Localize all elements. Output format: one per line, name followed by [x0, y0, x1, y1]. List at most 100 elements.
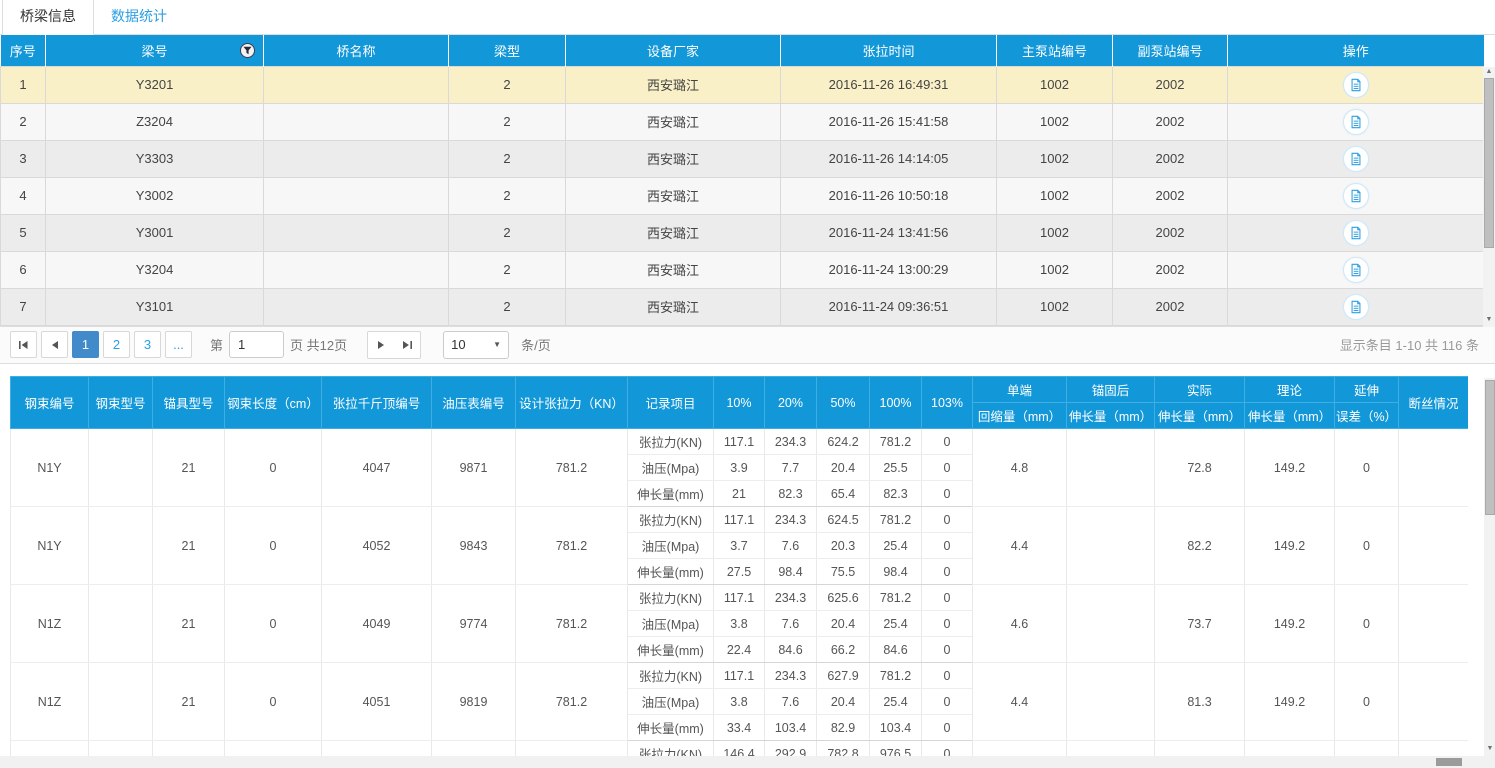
beam-table-header-row: 序号 梁号 桥名称 梁型 设备厂家 张拉时间 主泵站编号 副泵站编号 操作: [0, 35, 1484, 66]
last-page-button[interactable]: [394, 332, 420, 358]
detail-group-row[interactable]: N1Z 21 0 4051 9819 781.2 张拉力(KN) 117.1 2…: [10, 662, 1468, 741]
chevron-down-icon: ▼: [493, 340, 502, 349]
cell-p100: 98.4: [869, 558, 922, 585]
col-header-tension-time[interactable]: 张拉时间: [780, 35, 997, 66]
col-header-cable-length: 钢束长度（cm）: [224, 376, 322, 429]
scrollbar-thumb[interactable]: [1484, 78, 1494, 248]
cell-bridge-name: [263, 65, 449, 104]
page-number-input[interactable]: [229, 331, 285, 358]
first-page-icon: [19, 340, 28, 349]
table-row[interactable]: 1 Y3201 2 西安璐江 2016-11-26 16:49:31 1002 …: [0, 65, 1484, 104]
cell-error: [1334, 740, 1399, 756]
cell-p50: 20.4: [816, 688, 870, 715]
detail-group-row[interactable]: 张拉力(KN) 146.4 292.9 782.8 976.5 0: [10, 740, 1468, 756]
pager-nav-group: [367, 330, 422, 359]
page-label-suffix: 页 共12页: [290, 338, 348, 353]
detail-group-row[interactable]: N1Y 21 0 4052 9843 781.2 张拉力(KN) 117.1 2…: [10, 506, 1468, 585]
cell-theory: [1244, 740, 1335, 756]
col-header-sub-pump[interactable]: 副泵站编号: [1112, 35, 1228, 66]
col-header-index[interactable]: 序号: [0, 35, 46, 66]
detail-record-row[interactable]: 油压(Mpa) 3.7 7.6 20.3 25.4 0: [11, 532, 1469, 559]
display-summary: 显示条目 1-10 共 116 条: [1339, 338, 1479, 353]
scroll-down-icon[interactable]: ▼: [1485, 316, 1493, 323]
detail-group-row[interactable]: N1Y 21 0 4047 9871 781.2 张拉力(KN) 117.1 2…: [10, 428, 1468, 507]
prev-page-button[interactable]: [41, 331, 68, 358]
cell-main-pump: 1002: [996, 287, 1113, 326]
detail-group-row[interactable]: N1Z 21 0 4049 9774 781.2 张拉力(KN) 117.1 2…: [10, 584, 1468, 663]
view-record-button[interactable]: [1342, 182, 1369, 209]
first-page-button[interactable]: [10, 331, 37, 358]
cell-gauge-no: 9871: [431, 428, 516, 507]
cell-tension-time: 2016-11-26 10:50:18: [780, 176, 997, 215]
cell-sub-pump: 2002: [1112, 65, 1228, 104]
cell-index: 3: [0, 139, 46, 178]
col-header-beam-no-label: 梁号: [141, 43, 168, 59]
cell-gauge-no: 9774: [431, 584, 516, 663]
filter-icon[interactable]: [240, 43, 255, 58]
cell-broken-wire: [1398, 506, 1468, 585]
detail-record-row[interactable]: 伸长量(mm) 21 82.3 65.4 82.3 0: [11, 480, 1469, 507]
cell-bridge-name: [263, 287, 449, 326]
detail-record-row[interactable]: 伸长量(mm) 27.5 98.4 75.5 98.4 0: [11, 558, 1469, 585]
cell-anchor-type: 21: [152, 428, 225, 507]
col-header-main-pump[interactable]: 主泵站编号: [996, 35, 1113, 66]
prev-page-icon: [51, 340, 58, 349]
table-row[interactable]: 7 Y3101 2 西安璐江 2016-11-24 09:36:51 1002 …: [0, 287, 1484, 326]
page-label-prefix: 第: [210, 338, 224, 353]
view-record-button[interactable]: [1342, 145, 1369, 172]
cell-p10: 22.4: [713, 636, 765, 663]
view-record-button[interactable]: [1342, 293, 1369, 320]
tab-bridge-info[interactable]: 桥梁信息: [2, 0, 94, 35]
view-record-button[interactable]: [1342, 108, 1369, 135]
col-header-manufacturer[interactable]: 设备厂家: [565, 35, 781, 66]
cell-cable-type: [88, 428, 153, 507]
tab-bridge-info-label: 桥梁信息: [20, 8, 76, 24]
table-row[interactable]: 5 Y3001 2 西安璐江 2016-11-24 13:41:56 1002 …: [0, 213, 1484, 252]
scrollbar-thumb[interactable]: [1485, 380, 1495, 515]
page-button-2[interactable]: 2: [103, 331, 130, 358]
cell-p10: 21: [713, 480, 765, 507]
cell-theory: 149.2: [1244, 662, 1335, 741]
tab-data-stats[interactable]: 数据统计: [94, 0, 184, 34]
page-button-3[interactable]: 3: [134, 331, 161, 358]
col-header-beam-no[interactable]: 梁号: [45, 35, 264, 66]
scroll-up-icon[interactable]: ▲: [1485, 68, 1493, 75]
detail-record-row[interactable]: 油压(Mpa) 3.8 7.6 20.4 25.4 0: [11, 688, 1469, 715]
cell-p10: 27.5: [713, 558, 765, 585]
scroll-down-icon[interactable]: ▼: [1486, 745, 1494, 752]
cell-p20: 7.6: [764, 532, 817, 559]
page-size-select[interactable]: 10 ▼: [443, 330, 510, 359]
cell-p100: 781.2: [869, 428, 922, 455]
cell-record-item: 油压(Mpa): [627, 610, 714, 637]
detail-record-row[interactable]: 油压(Mpa) 3.8 7.6 20.4 25.4 0: [11, 610, 1469, 637]
table-row[interactable]: 6 Y3204 2 西安璐江 2016-11-24 13:00:29 1002 …: [0, 250, 1484, 289]
horizontal-scrollbar[interactable]: [0, 756, 1495, 768]
cell-p103: 0: [921, 532, 973, 559]
view-record-button[interactable]: [1342, 256, 1369, 283]
page-button-1[interactable]: 1: [72, 331, 99, 358]
cell-record-item: 张拉力(KN): [627, 662, 714, 689]
col-header-retraction: 回缩量（mm）: [972, 402, 1067, 429]
cell-main-pump: 1002: [996, 65, 1113, 104]
view-record-button[interactable]: [1342, 219, 1369, 246]
detail-table-container: 钢束编号 钢束型号 锚具型号 钢束长度（cm） 张拉千斤顶编号 油压表编号 设计…: [10, 376, 1468, 756]
table-row[interactable]: 4 Y3002 2 西安璐江 2016-11-26 10:50:18 1002 …: [0, 176, 1484, 215]
scrollbar-thumb[interactable]: [1436, 758, 1462, 766]
detail-table-scrollbar[interactable]: ▼: [1484, 378, 1495, 756]
detail-record-row[interactable]: 伸长量(mm) 22.4 84.6 66.2 84.6 0: [11, 636, 1469, 663]
cell-actual: [1154, 740, 1245, 756]
col-header-beam-type[interactable]: 梁型: [448, 35, 566, 66]
cell-design-force: 781.2: [515, 428, 628, 507]
cell-broken-wire: [1398, 662, 1468, 741]
col-header-operation[interactable]: 操作: [1227, 35, 1484, 66]
col-header-bridge-name[interactable]: 桥名称: [263, 35, 449, 66]
beam-table-scrollbar[interactable]: ▲ ▼: [1483, 67, 1495, 327]
table-row[interactable]: 3 Y3303 2 西安璐江 2016-11-26 14:14:05 1002 …: [0, 139, 1484, 178]
view-record-button[interactable]: [1342, 71, 1369, 98]
page-button-more[interactable]: ...: [165, 331, 192, 358]
detail-record-row[interactable]: 伸长量(mm) 33.4 103.4 82.9 103.4 0: [11, 714, 1469, 741]
next-page-button[interactable]: [368, 332, 394, 358]
table-row[interactable]: 2 Z3204 2 西安璐江 2016-11-26 15:41:58 1002 …: [0, 102, 1484, 141]
detail-record-row[interactable]: 油压(Mpa) 3.9 7.7 20.4 25.5 0: [11, 454, 1469, 481]
cell-after-anchor: [1066, 584, 1155, 663]
